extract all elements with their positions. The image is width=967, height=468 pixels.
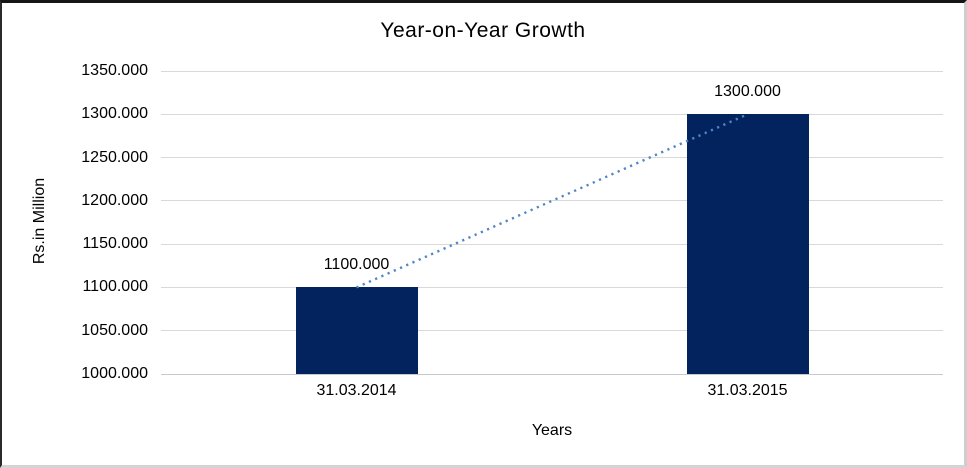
y-tick-label: 1150.000 — [82, 235, 148, 253]
y-tick-label: 1250.000 — [81, 148, 148, 166]
x-tick-label: 31.03.2014 — [316, 382, 397, 399]
data-label: 1300.000 — [714, 83, 781, 101]
gridline — [161, 286, 943, 288]
gridline — [161, 70, 943, 72]
gridline — [161, 200, 943, 202]
gridline — [161, 113, 943, 115]
gridline — [161, 157, 943, 159]
data-label: 1100.000 — [323, 256, 390, 274]
x-axis-title: Years — [531, 422, 573, 439]
y-tick-label: 1350.000 — [81, 62, 148, 79]
chart-title: Year-on-Year Growth — [380, 19, 586, 42]
gridline — [161, 243, 943, 245]
y-tick-label: 1100.000 — [82, 278, 148, 296]
bar[interactable] — [295, 287, 418, 374]
y-tick-label: 1050.000 — [81, 321, 148, 339]
x-axis-line — [161, 373, 943, 375]
y-tick-label: 1300.000 — [81, 105, 148, 123]
y-tick-label: 1200.000 — [81, 191, 148, 209]
gridline — [161, 330, 943, 332]
y-tick-label: 1000.000 — [81, 365, 148, 382]
bar[interactable] — [686, 114, 809, 374]
x-tick-label: 31.03.2015 — [707, 382, 788, 399]
